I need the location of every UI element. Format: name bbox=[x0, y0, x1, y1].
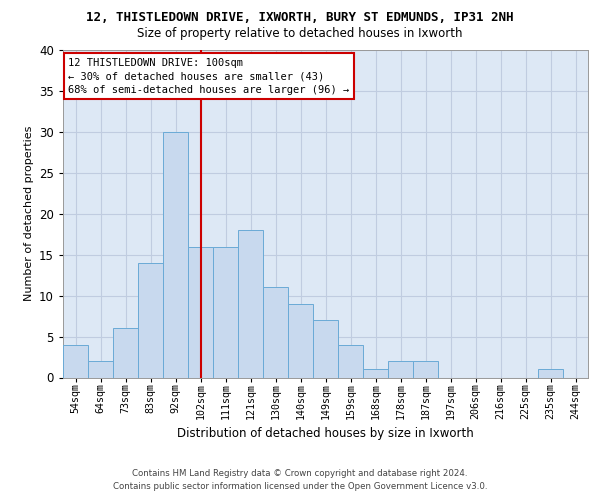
Bar bbox=[263, 288, 288, 378]
Text: 12, THISTLEDOWN DRIVE, IXWORTH, BURY ST EDMUNDS, IP31 2NH: 12, THISTLEDOWN DRIVE, IXWORTH, BURY ST … bbox=[86, 11, 514, 24]
Bar bbox=[138, 263, 163, 378]
Text: Contains HM Land Registry data © Crown copyright and database right 2024.
Contai: Contains HM Land Registry data © Crown c… bbox=[113, 470, 487, 491]
Bar bbox=[113, 328, 138, 378]
Bar bbox=[363, 370, 388, 378]
Y-axis label: Number of detached properties: Number of detached properties bbox=[23, 126, 34, 302]
X-axis label: Distribution of detached houses by size in Ixworth: Distribution of detached houses by size … bbox=[177, 428, 474, 440]
Bar bbox=[388, 361, 413, 378]
Text: 12 THISTLEDOWN DRIVE: 100sqm
← 30% of detached houses are smaller (43)
68% of se: 12 THISTLEDOWN DRIVE: 100sqm ← 30% of de… bbox=[68, 58, 349, 94]
Bar bbox=[288, 304, 313, 378]
Bar bbox=[413, 361, 438, 378]
Bar bbox=[188, 246, 213, 378]
Bar bbox=[338, 345, 363, 378]
Text: Size of property relative to detached houses in Ixworth: Size of property relative to detached ho… bbox=[137, 28, 463, 40]
Bar bbox=[213, 246, 238, 378]
Bar bbox=[313, 320, 338, 378]
Bar bbox=[63, 345, 88, 378]
Bar bbox=[538, 370, 563, 378]
Bar bbox=[163, 132, 188, 378]
Bar bbox=[88, 361, 113, 378]
Bar bbox=[238, 230, 263, 378]
